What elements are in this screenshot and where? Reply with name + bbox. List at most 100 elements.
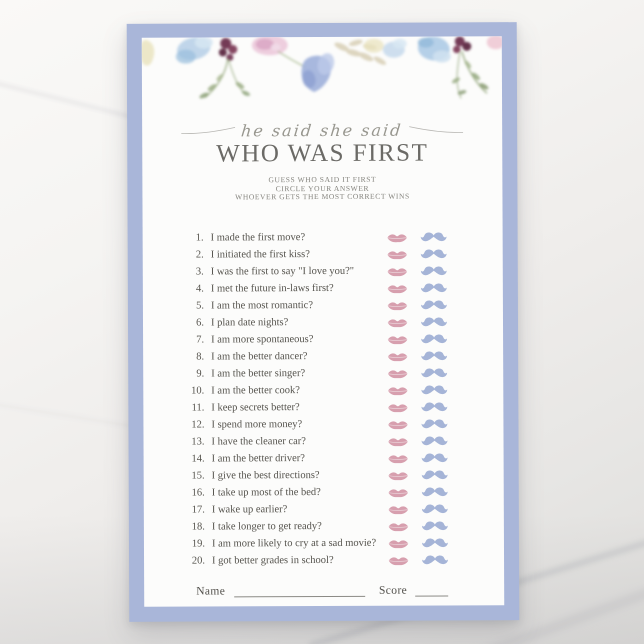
page-title: WHO WAS FIRST — [216, 139, 429, 168]
card-footer: Name Score — [196, 583, 449, 598]
question-text: I am the most romantic? — [210, 300, 314, 312]
question-row: 3. I was the first to say "I love you?" — [143, 262, 503, 281]
mustache-icon[interactable] — [421, 536, 448, 549]
mustache-icon[interactable] — [421, 468, 448, 481]
lips-icon[interactable] — [388, 486, 409, 498]
game-instructions: GUESS WHO SAID IT FIRST CIRCLE YOUR ANSW… — [142, 175, 502, 202]
question-number: 18. — [191, 521, 205, 533]
question-text: I take longer to get ready? — [211, 521, 322, 533]
game-card-paper: he said she said WHO WAS FIRST GUESS WHO… — [141, 36, 505, 607]
question-row: 5. I am the most romantic? — [143, 296, 503, 315]
question-text: I met the future in-laws first? — [210, 282, 334, 295]
lips-icon[interactable] — [387, 282, 408, 294]
mustache-icon[interactable] — [420, 315, 447, 328]
mustache-icon[interactable] — [421, 383, 448, 396]
question-row: 12. I spend more money? — [143, 415, 503, 434]
question-number: 7. — [196, 334, 205, 346]
mustache-icon[interactable] — [421, 366, 448, 379]
question-row: 11. I keep secrets better? — [143, 398, 503, 417]
lips-icon[interactable] — [387, 350, 408, 362]
mustache-icon[interactable] — [420, 230, 447, 243]
mustache-icon[interactable] — [421, 332, 448, 345]
mustache-icon[interactable] — [420, 281, 447, 294]
question-row: 1. I made the first move? — [143, 228, 503, 247]
mustache-icon[interactable] — [421, 400, 448, 413]
score-input-line[interactable] — [415, 583, 449, 597]
lips-icon[interactable] — [387, 418, 408, 430]
question-text: I am the better cook? — [211, 385, 300, 397]
question-list: 1. I made the first move? 2. I initiated… — [143, 228, 504, 570]
question-text: I keep secrets better? — [211, 402, 300, 414]
question-text: I am more likely to cry at a sad movie? — [211, 537, 377, 550]
question-number: 2. — [195, 249, 204, 261]
mustache-icon[interactable] — [421, 519, 448, 532]
question-row: 7. I am more spontaneous? — [143, 330, 503, 349]
lips-icon[interactable] — [388, 554, 409, 566]
question-text: I am the better singer? — [211, 368, 306, 380]
lips-icon[interactable] — [388, 503, 409, 515]
question-text: I have the cleaner car? — [211, 436, 306, 448]
question-row: 14. I am the better driver? — [144, 449, 504, 468]
flourish-left — [181, 126, 236, 135]
question-row: 2. I initiated the first kiss? — [143, 245, 503, 264]
lips-icon[interactable] — [387, 333, 408, 345]
question-text: I wake up earlier? — [211, 504, 288, 516]
question-text: I give the best directions? — [211, 470, 320, 482]
mustache-icon[interactable] — [421, 417, 448, 430]
question-row: 4. I met the future in-laws first? — [143, 279, 503, 298]
question-number: 15. — [191, 470, 205, 482]
question-text: I spend more money? — [211, 419, 303, 431]
mustache-icon[interactable] — [421, 502, 448, 515]
question-number: 19. — [191, 538, 205, 550]
mustache-icon[interactable] — [420, 264, 447, 277]
score-label: Score — [378, 584, 408, 597]
lips-icon[interactable] — [388, 537, 409, 549]
name-input-line[interactable] — [234, 583, 366, 598]
mustache-icon[interactable] — [421, 451, 448, 464]
question-text: I made the first move? — [210, 232, 306, 244]
lips-icon[interactable] — [387, 367, 408, 379]
question-text: I was the first to say "I love you?" — [210, 265, 355, 278]
lips-icon[interactable] — [387, 265, 408, 277]
lips-icon[interactable] — [387, 384, 408, 396]
mustache-icon[interactable] — [421, 485, 448, 498]
question-number: 17. — [191, 504, 205, 516]
question-row: 19. I am more likely to cry at a sad mov… — [144, 534, 504, 553]
question-row: 17. I wake up earlier? — [144, 500, 504, 519]
question-number: 4. — [195, 283, 204, 295]
question-row: 18. I take longer to get ready? — [144, 517, 504, 536]
question-row: 20. I got better grades in school? — [144, 551, 504, 570]
question-row: 8. I am the better dancer? — [143, 347, 503, 366]
lips-icon[interactable] — [387, 248, 408, 260]
name-label: Name — [196, 585, 226, 598]
script-subtitle: he said she said — [240, 120, 404, 140]
mustache-icon[interactable] — [422, 553, 449, 566]
mustache-icon[interactable] — [421, 349, 448, 362]
question-text: I got better grades in school? — [212, 554, 334, 567]
lips-icon[interactable] — [388, 469, 409, 481]
question-number: 16. — [191, 487, 205, 499]
question-text: I initiated the first kiss? — [210, 249, 310, 261]
mustache-icon[interactable] — [421, 434, 448, 447]
lips-icon[interactable] — [387, 401, 408, 413]
lips-icon[interactable] — [387, 316, 408, 328]
question-number: 11. — [191, 402, 205, 414]
lips-icon[interactable] — [388, 452, 409, 464]
question-number: 1. — [195, 232, 204, 244]
question-text: I am the better driver? — [211, 453, 305, 465]
lips-icon[interactable] — [387, 435, 408, 447]
question-row: 16. I take up most of the bed? — [144, 483, 504, 502]
lips-icon[interactable] — [387, 231, 408, 243]
lips-icon[interactable] — [388, 520, 409, 532]
mustache-icon[interactable] — [420, 298, 447, 311]
question-number: 6. — [196, 317, 205, 329]
mustache-icon[interactable] — [420, 247, 447, 260]
question-row: 13. I have the cleaner car? — [143, 432, 503, 451]
card-header: he said she said WHO WAS FIRST GUESS WHO… — [142, 118, 502, 202]
question-text: I am more spontaneous? — [211, 334, 314, 346]
lips-icon[interactable] — [387, 299, 408, 311]
question-number: 14. — [191, 453, 205, 465]
flourish-right — [408, 126, 463, 133]
game-card: he said she said WHO WAS FIRST GUESS WHO… — [126, 22, 520, 622]
script-subtitle-row: he said she said — [142, 118, 502, 142]
